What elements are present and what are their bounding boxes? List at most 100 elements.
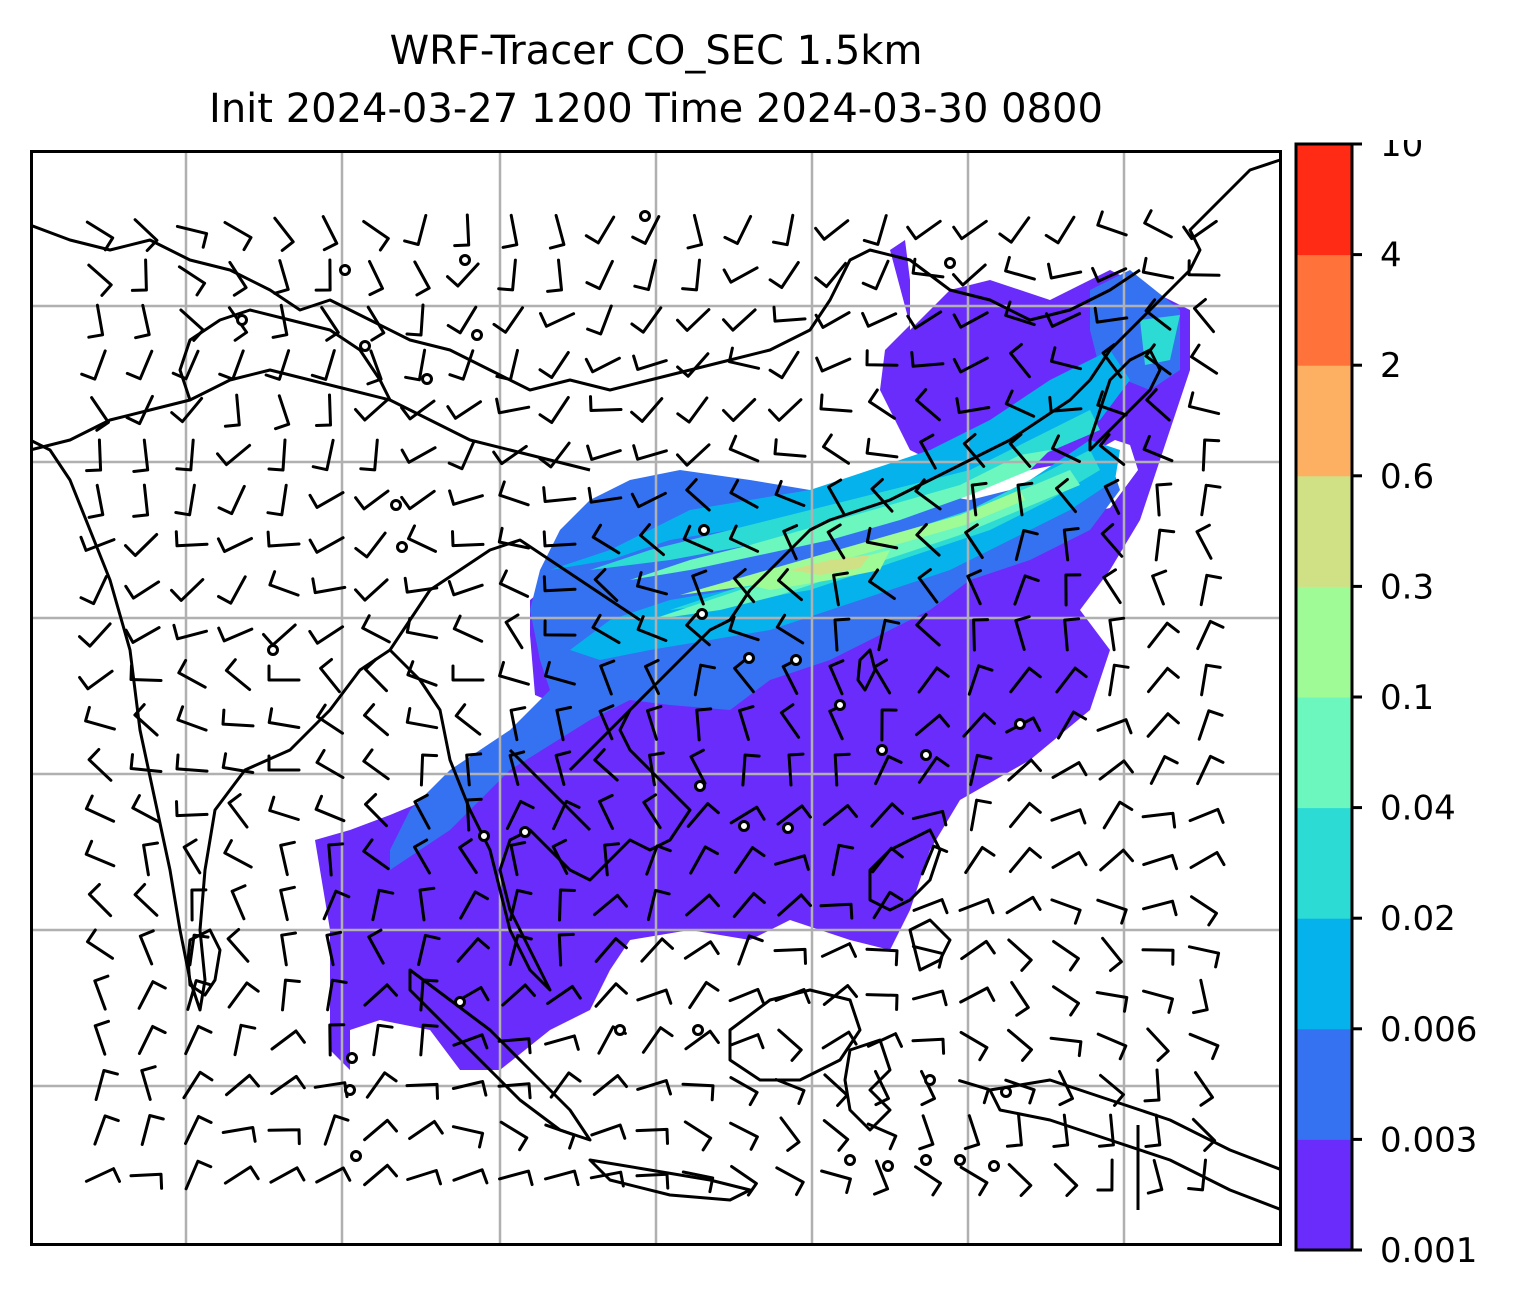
wind-barb-502 — [184, 1115, 213, 1145]
wind-barb-318 — [917, 756, 950, 784]
wind-barb-16 — [814, 219, 850, 241]
wind-barb-388 — [685, 893, 720, 917]
wind-barb-513 — [683, 1120, 713, 1152]
wind-barb-429 — [281, 978, 301, 1012]
wind-barb-384 — [509, 888, 533, 922]
wind-barb-0 — [85, 220, 115, 252]
wind-barb-78 — [218, 349, 245, 381]
wind-barb-383 — [459, 890, 489, 920]
wind-barb-451 — [137, 1025, 167, 1055]
wind-barb-92 — [865, 349, 899, 367]
wind-barb-406 — [367, 928, 385, 965]
wind-barb-67 — [861, 311, 898, 328]
wind-barb-115 — [768, 398, 803, 422]
wind-barb-130 — [311, 438, 335, 472]
wind-barb-359 — [509, 841, 527, 877]
wind-barb-287 — [646, 705, 663, 741]
wind-barb-36 — [585, 259, 614, 291]
wind-barb-531 — [363, 1163, 398, 1187]
wind-barb-193 — [915, 523, 941, 557]
wind-barb-394 — [958, 898, 995, 915]
calm-marker-33 — [954, 1154, 966, 1166]
wind-barb-534 — [498, 1169, 534, 1187]
wind-barb-232 — [405, 617, 439, 640]
wind-barb-542 — [873, 1159, 890, 1196]
wind-barb-246 — [1063, 617, 1081, 652]
wind-barb-354 — [279, 840, 296, 877]
wind-barb-237 — [636, 615, 668, 642]
wind-barb-50 — [87, 303, 105, 339]
wind-barb-112 — [630, 397, 664, 423]
wind-barb-194 — [964, 523, 984, 559]
wind-barb-185 — [542, 530, 577, 548]
wind-barb-253 — [224, 658, 252, 691]
map-title-line1: WRF-Tracer CO_SEC 1.5km — [389, 28, 923, 74]
wind-barb-161 — [587, 486, 623, 504]
coastline-indochina — [388, 378, 1092, 992]
wind-barb-405 — [325, 930, 343, 967]
wind-barb-12 — [631, 215, 661, 245]
wind-barb-336 — [598, 793, 614, 830]
wind-barb-486 — [592, 1074, 628, 1096]
wind-barb-511 — [590, 1123, 627, 1140]
wind-barb-4 — [273, 216, 295, 252]
wind-barb-343 — [911, 809, 948, 827]
wind-barb-94 — [952, 356, 989, 374]
wind-barb-371 — [1051, 851, 1088, 869]
calm-marker-29 — [692, 1024, 704, 1036]
wind-barb-426 — [137, 980, 167, 1010]
wind-barb-82 — [404, 348, 427, 382]
wind-barb-473 — [1146, 1027, 1170, 1062]
wind-barb-285 — [555, 705, 573, 742]
wind-barb-134 — [492, 444, 528, 466]
wind-barb-342 — [870, 802, 904, 828]
wind-barb-30 — [314, 258, 332, 292]
wind-barb-544 — [959, 1165, 989, 1197]
wind-barb-74 — [1193, 298, 1215, 334]
wind-barb-345 — [1009, 801, 1042, 829]
wind-barb-220 — [1013, 574, 1040, 606]
wind-barb-174 — [1200, 483, 1222, 517]
wind-barb-506 — [363, 1118, 398, 1142]
wind-barb-444 — [959, 986, 996, 1004]
wind-barb-140 — [773, 438, 807, 458]
wind-barb-97 — [1101, 343, 1123, 379]
wind-barb-505 — [323, 1114, 350, 1146]
wind-barb-5 — [321, 215, 339, 252]
wind-barb-548 — [1146, 1159, 1164, 1195]
wind-barb-337 — [642, 793, 662, 830]
wind-barb-70 — [1004, 300, 1036, 327]
wind-barb-478 — [225, 1073, 260, 1097]
wind-barb-224 — [1199, 573, 1223, 607]
wind-barb-52 — [179, 308, 205, 342]
wind-barb-48 — [1141, 256, 1175, 280]
wind-barb-102 — [170, 396, 204, 424]
wind-barb-72 — [1093, 306, 1129, 324]
wind-barb-145 — [1008, 433, 1032, 468]
wind-barb-320 — [1007, 758, 1042, 782]
wind-barb-13 — [686, 213, 704, 250]
wind-barb-445 — [1010, 981, 1030, 1017]
wind-barb-374 — [1189, 851, 1226, 869]
wind-barb-491 — [823, 1073, 849, 1107]
wind-barb-156 — [354, 489, 390, 511]
wind-barb-31 — [368, 260, 384, 297]
calm-marker-32 — [920, 1154, 932, 1166]
wind-barb-221 — [1064, 573, 1082, 607]
wind-barb-143 — [919, 433, 937, 470]
colorbar-tick-label: 0.003 — [1380, 1120, 1477, 1160]
wind-barb-242 — [877, 618, 901, 652]
wind-barb-370 — [1008, 847, 1042, 873]
colorbar-band-0.006 — [1296, 918, 1352, 1030]
wind-barb-273 — [1147, 666, 1180, 694]
wind-barb-127 — [175, 438, 195, 472]
wind-barb-525 — [84, 1167, 121, 1183]
wind-barb-527 — [184, 1159, 213, 1191]
wind-barb-485 — [549, 1071, 582, 1099]
wind-barb-471 — [1049, 1036, 1083, 1058]
wind-barb-482 — [405, 1082, 439, 1100]
wind-barb-75 — [80, 349, 107, 381]
calm-marker-16 — [876, 744, 888, 756]
wind-barb-280 — [316, 703, 344, 735]
wind-barb-378 — [230, 884, 247, 921]
